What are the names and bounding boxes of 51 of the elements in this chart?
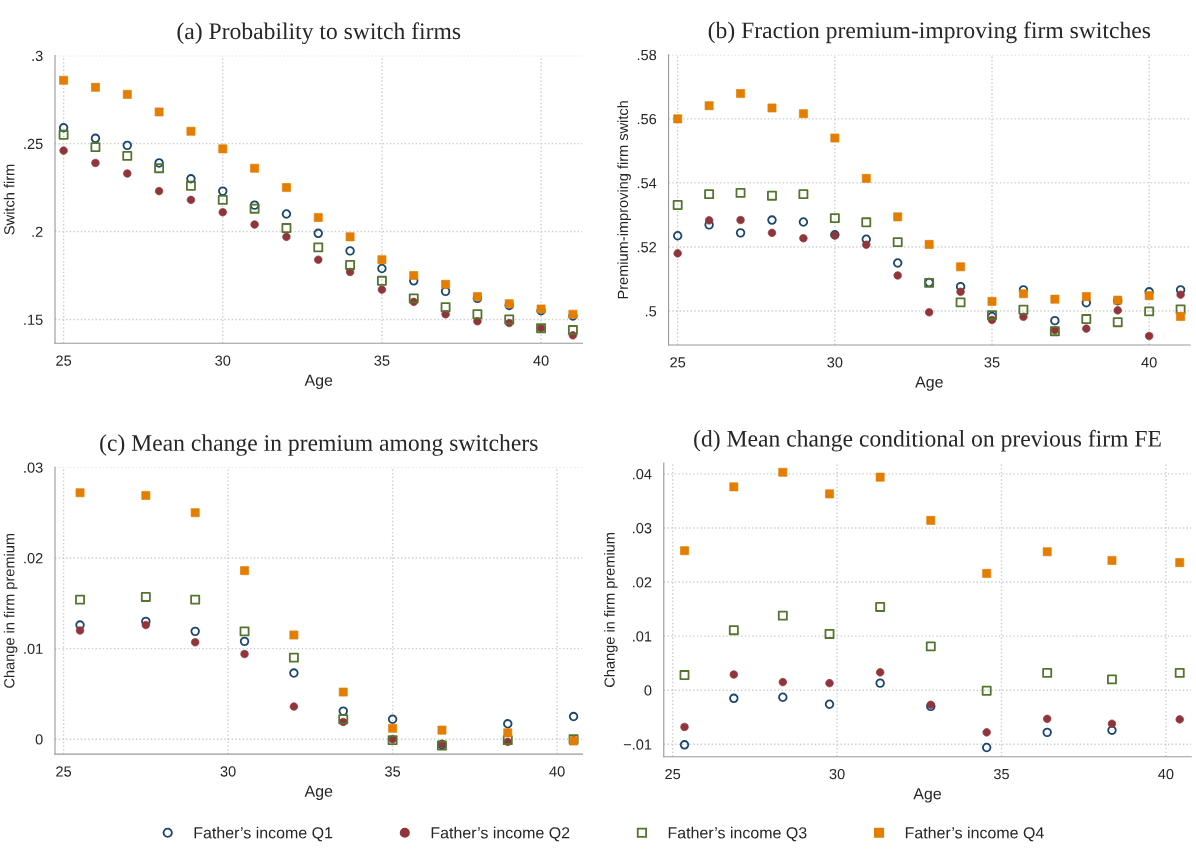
y-tick-label: .03 (633, 523, 652, 534)
y-tick-label: −.01 (623, 739, 652, 750)
x-tick-label: 25 (670, 357, 686, 368)
legend-label: Father’s income Q4 (905, 826, 1044, 842)
chart-title: (c) Mean change in premium among switchers (100, 434, 538, 456)
legend-label: Father’s income Q1 (194, 826, 333, 842)
x-tick-label: 30 (220, 766, 236, 777)
x-tick-label: 40 (533, 355, 549, 366)
x-tick-label: 35 (374, 355, 390, 366)
x-tick-label: 30 (215, 355, 231, 366)
y-tick-label: .01 (633, 631, 652, 642)
x-tick-label: 35 (993, 768, 1009, 780)
x-tick-label: 25 (56, 766, 72, 777)
y-tick-label: .02 (633, 577, 652, 588)
x-tick-label: 40 (1158, 768, 1174, 780)
y-tick-label: 0 (35, 734, 43, 745)
x-tick-label: 30 (829, 768, 845, 780)
y-tick-label: .5 (645, 306, 657, 317)
y-tick-label: .25 (24, 138, 43, 150)
chart-title: (d) Mean change conditional on previous firm FE (694, 429, 1161, 452)
x-axis-title: Age (915, 376, 943, 391)
x-axis-title: Age (913, 788, 941, 803)
legend-label: Father’s income Q3 (668, 826, 807, 842)
x-tick-label: 25 (56, 355, 72, 366)
y-axis-title: Change in firm premium (604, 533, 618, 687)
y-tick-label: .3 (32, 50, 43, 62)
y-tick-label: .15 (24, 314, 43, 325)
y-tick-label: .03 (24, 462, 43, 473)
y-axis-title: Switch firm (3, 164, 15, 235)
y-tick-label: .01 (24, 643, 43, 655)
x-axis-title: Age (304, 785, 333, 800)
y-tick-label: .54 (637, 178, 657, 189)
y-axis-title: Change in firm premium (3, 533, 18, 688)
chart-title: (a) Probability to switch firms (177, 22, 461, 45)
y-tick-label: .04 (633, 469, 652, 480)
y-tick-label: .52 (637, 242, 657, 253)
x-tick-label: 25 (665, 768, 681, 780)
x-tick-label: 35 (385, 766, 401, 777)
x-tick-label: 40 (549, 766, 565, 777)
x-tick-label: 40 (1141, 357, 1157, 368)
y-tick-label: 0 (644, 685, 652, 696)
x-axis-title: Age (304, 374, 333, 390)
legend-label: Father’s income Q2 (431, 826, 570, 842)
y-axis-title: Premium-improving firm switch (617, 101, 631, 299)
chart-title: (b) Fraction premium-improving firm switches (708, 21, 1151, 44)
y-tick-label: .58 (637, 49, 657, 61)
y-tick-label: .2 (32, 226, 43, 237)
y-tick-label: .56 (637, 113, 657, 125)
y-tick-label: .02 (24, 553, 43, 564)
x-tick-label: 35 (984, 357, 1000, 368)
x-tick-label: 30 (827, 357, 843, 368)
